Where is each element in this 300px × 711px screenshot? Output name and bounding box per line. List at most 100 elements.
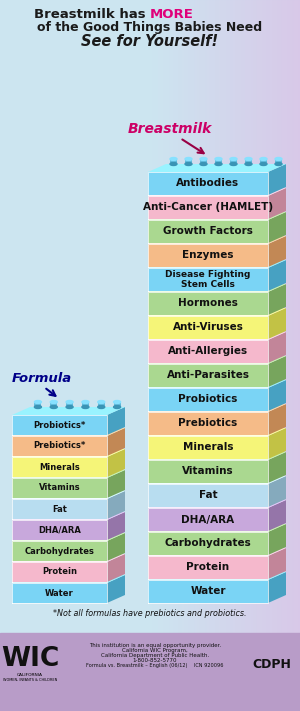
Bar [218, 0, 219, 711]
Ellipse shape [215, 163, 222, 166]
Bar [177, 0, 178, 711]
Text: Anti-Cancer (HAMLET): Anti-Cancer (HAMLET) [143, 203, 273, 213]
Bar [276, 0, 278, 711]
Bar [249, 0, 250, 711]
Ellipse shape [275, 163, 282, 166]
Polygon shape [268, 188, 286, 219]
Polygon shape [12, 428, 125, 436]
Polygon shape [268, 404, 286, 435]
Polygon shape [268, 236, 286, 267]
Text: Minerals: Minerals [39, 462, 80, 471]
Bar [288, 0, 290, 711]
Bar [238, 0, 240, 711]
Text: Protein: Protein [42, 567, 77, 577]
Bar [270, 0, 272, 711]
Bar [50, 402, 57, 407]
Polygon shape [268, 500, 286, 531]
Bar [246, 0, 247, 711]
Text: DHA/ARA: DHA/ARA [182, 515, 235, 525]
Text: Anti-Viruses: Anti-Viruses [172, 323, 243, 333]
Polygon shape [148, 188, 286, 196]
Bar [189, 0, 190, 711]
Bar [230, 159, 237, 164]
Bar [284, 0, 285, 711]
Bar [204, 0, 206, 711]
Polygon shape [268, 452, 286, 483]
Bar [244, 0, 246, 711]
Text: Breastmilk: Breastmilk [128, 122, 212, 136]
Bar [66, 402, 73, 407]
Bar [268, 0, 270, 711]
Bar [148, 172, 268, 195]
Polygon shape [268, 548, 286, 579]
Bar [12, 415, 107, 435]
Bar [148, 244, 268, 267]
Text: WIC: WIC [1, 646, 59, 672]
Polygon shape [268, 332, 286, 363]
Bar [172, 0, 174, 711]
Bar [278, 0, 279, 711]
Bar [196, 0, 198, 711]
Bar [272, 0, 273, 711]
Text: Fat: Fat [52, 505, 67, 513]
Bar [164, 0, 165, 711]
Bar [264, 0, 266, 711]
Text: Vitamins: Vitamins [182, 466, 234, 476]
Bar [194, 0, 195, 711]
Bar [176, 0, 177, 711]
Ellipse shape [98, 405, 105, 409]
Text: California WIC Program,: California WIC Program, [122, 648, 188, 653]
Ellipse shape [34, 405, 41, 409]
Bar [261, 0, 262, 711]
Bar [202, 0, 204, 711]
Polygon shape [148, 356, 286, 364]
Polygon shape [268, 476, 286, 507]
Bar [148, 436, 268, 459]
Polygon shape [148, 428, 286, 436]
Bar [174, 0, 176, 711]
Bar [207, 0, 208, 711]
Polygon shape [107, 491, 125, 519]
Text: CALIFORNIA: CALIFORNIA [17, 673, 43, 677]
Bar [148, 508, 268, 531]
Bar [220, 0, 222, 711]
Bar [255, 0, 256, 711]
Polygon shape [12, 575, 125, 583]
Bar [219, 0, 220, 711]
Text: Water: Water [45, 589, 74, 597]
Polygon shape [148, 332, 286, 340]
Text: Minerals: Minerals [183, 442, 233, 452]
Bar [185, 159, 192, 164]
Bar [82, 402, 89, 407]
Bar [252, 0, 254, 711]
Bar [230, 0, 231, 711]
Polygon shape [268, 164, 286, 195]
Ellipse shape [230, 158, 237, 161]
Bar [169, 0, 171, 711]
Bar [153, 0, 154, 711]
Polygon shape [268, 212, 286, 243]
Bar [240, 0, 242, 711]
Bar [266, 0, 267, 711]
Bar [150, 0, 152, 711]
Bar [234, 0, 236, 711]
Polygon shape [268, 260, 286, 291]
Ellipse shape [245, 163, 252, 166]
Bar [274, 0, 276, 711]
Ellipse shape [170, 158, 177, 161]
Bar [148, 196, 268, 219]
Text: Carbohydrates: Carbohydrates [25, 547, 94, 555]
Text: This institution is an equal opportunity provider.: This institution is an equal opportunity… [89, 643, 221, 648]
Bar [148, 388, 268, 411]
Polygon shape [12, 533, 125, 541]
Polygon shape [148, 452, 286, 460]
Bar [275, 159, 282, 164]
Bar [258, 0, 260, 711]
Bar [148, 340, 268, 363]
Bar [212, 0, 213, 711]
Bar [208, 0, 210, 711]
Bar [236, 0, 237, 711]
Bar [298, 0, 300, 711]
Ellipse shape [185, 158, 192, 161]
Polygon shape [148, 260, 286, 268]
